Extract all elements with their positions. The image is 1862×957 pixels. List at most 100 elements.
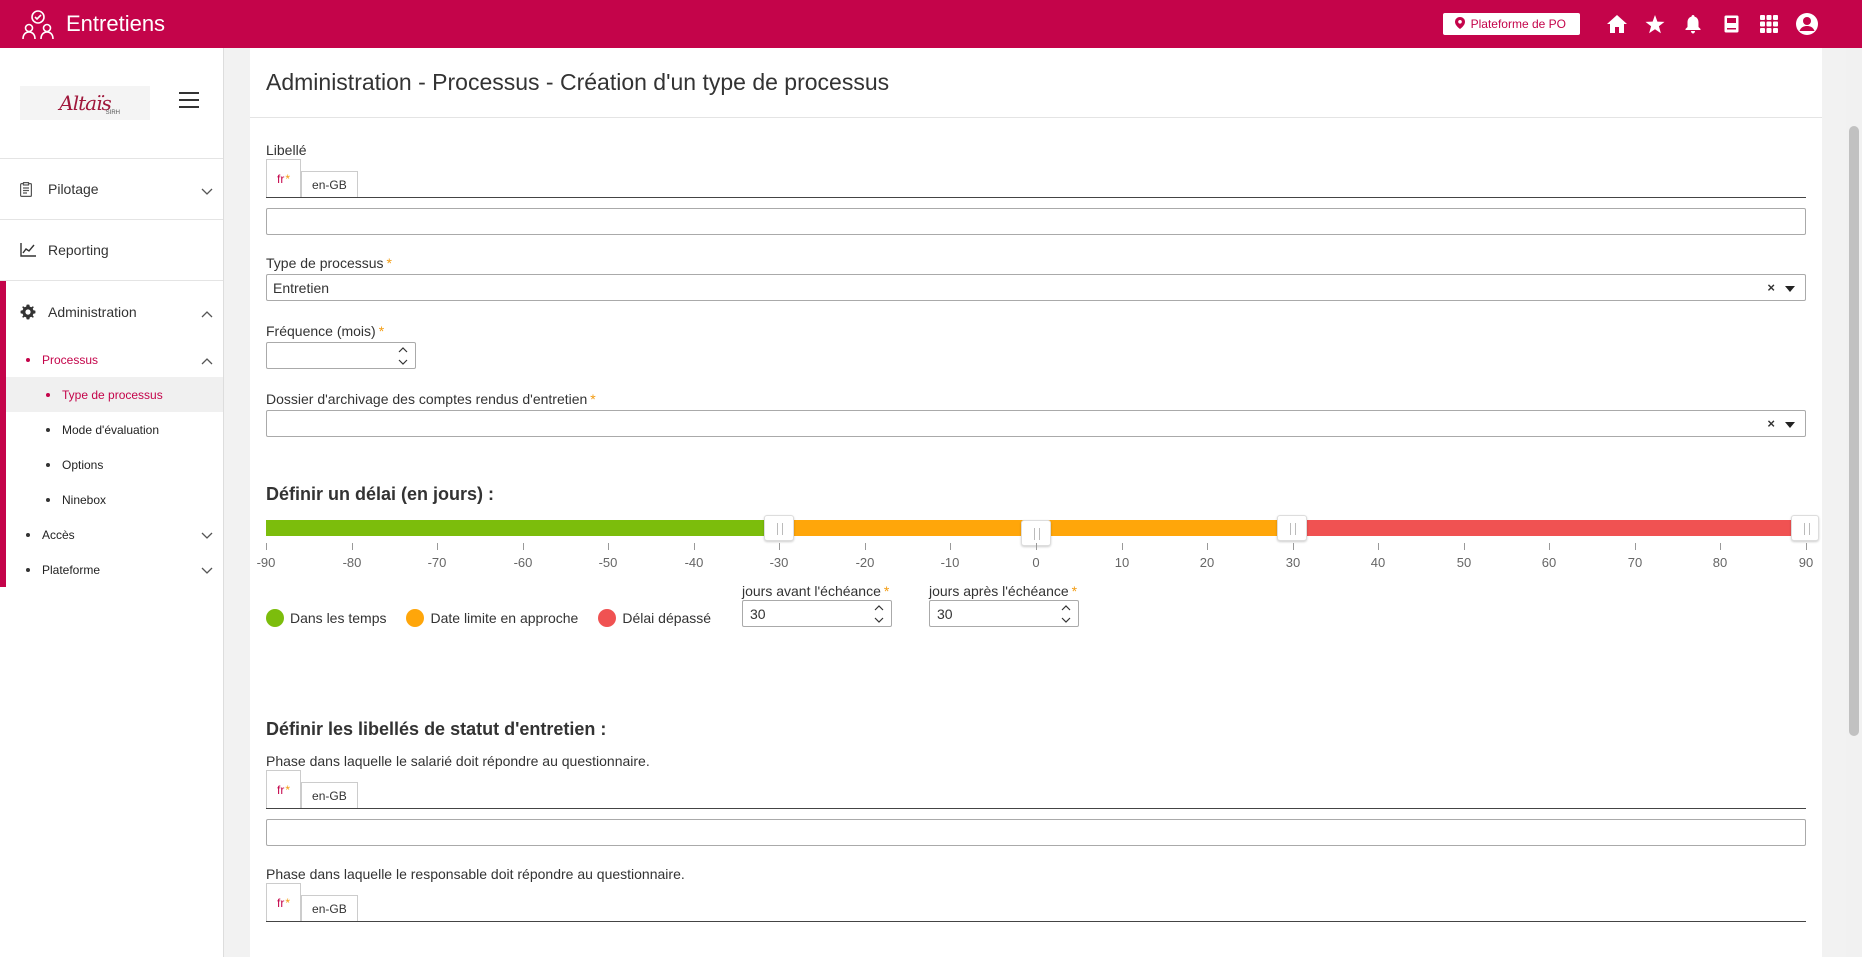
slider-handle-middle[interactable] [1021, 520, 1051, 546]
slider-tick-label: 20 [1199, 555, 1215, 570]
field-label-text: Type de processus [266, 255, 384, 271]
legend-item-on-time: Dans les temps [266, 609, 386, 627]
slider-tick-label: -70 [427, 555, 447, 570]
tab-lang-en[interactable]: en-GB [301, 895, 358, 921]
apps-grid-icon[interactable] [1750, 0, 1788, 48]
slider-tick [1806, 543, 1807, 550]
tab-label: fr [277, 782, 285, 797]
slider-tick-label: 50 [1456, 555, 1472, 570]
slider-tick-label: 60 [1541, 555, 1557, 570]
delai-range-slider[interactable] [266, 515, 1819, 546]
user-account-icon[interactable] [1788, 0, 1826, 48]
slider-handle-start[interactable] [764, 515, 794, 541]
location-pin-icon [1454, 16, 1465, 32]
clear-icon[interactable]: × [1767, 416, 1775, 431]
slider-tick [950, 543, 951, 550]
slider-tick [1122, 543, 1123, 550]
stepper-arrows-icon[interactable] [397, 345, 409, 367]
sidebar-item-type-processus[interactable]: Type de processus [6, 377, 223, 412]
caret-down-icon[interactable] [1785, 422, 1795, 428]
sidebar-item-ninebox[interactable]: Ninebox [6, 482, 223, 517]
slider-scale: -90 -80 -70 -60 -50 -40 -30 -20 -10 0 10 20 30 40 50 60… [257, 543, 1826, 573]
sidebar-item-processus[interactable]: Processus [6, 342, 223, 377]
orange-dot-icon [406, 609, 425, 627]
book-icon[interactable] [1712, 0, 1750, 48]
tab-lang-en[interactable]: en-GB [301, 782, 358, 808]
slider-handle-max[interactable] [1791, 515, 1819, 541]
slider-tick [1207, 543, 1208, 550]
tab-label: en-GB [312, 788, 347, 803]
page-scrollbar[interactable] [1846, 48, 1862, 957]
required-marker: * [883, 583, 890, 599]
sidebar-item-label: Plateforme [42, 562, 101, 577]
slider-tick [865, 543, 866, 550]
sidebar-item-administration[interactable]: Administration [6, 281, 223, 342]
sidebar-item-pilotage[interactable]: Pilotage [0, 159, 223, 220]
slider-tick [1720, 543, 1721, 550]
sidebar-item-acces[interactable]: Accès [6, 517, 223, 552]
slider-segment-overdue [1292, 520, 1806, 536]
bell-icon[interactable] [1674, 0, 1712, 48]
stepper-arrows-icon[interactable] [873, 603, 885, 625]
phase-salarie-label: Phase dans laquelle le salarié doit répo… [266, 753, 650, 769]
sidebar-item-options[interactable]: Options [6, 447, 223, 482]
sidebar: Altaïs SIRH Pilotage Reporting Administr… [0, 48, 224, 957]
slider-handle-end-warning[interactable] [1277, 515, 1307, 541]
dossier-select[interactable]: × [266, 410, 1806, 437]
legend-item-approaching: Date limite en approche [406, 609, 578, 627]
slider-tick [1293, 543, 1294, 550]
tab-lang-fr[interactable]: fr * [266, 883, 302, 921]
interview-app-icon [20, 8, 56, 40]
slider-tick [1378, 543, 1379, 550]
clear-icon[interactable]: × [1767, 280, 1775, 295]
slider-tick [1635, 543, 1636, 550]
legend-label: Date limite en approche [430, 610, 579, 626]
red-dot-icon [598, 609, 617, 627]
jours-avant-stepper[interactable]: 30 [742, 600, 892, 627]
field-label-text: jours avant l'échéance [742, 583, 881, 599]
slider-tick-label: -90 [256, 555, 276, 570]
phase-salarie-input[interactable] [266, 819, 1806, 846]
type-processus-select[interactable]: Entretien × [266, 274, 1806, 301]
phase-responsable-lang-tabs: fr * en-GB [266, 883, 1806, 922]
platform-selector[interactable]: Plateforme de PO [1442, 13, 1580, 35]
jours-apres-label: jours après l'échéance * [929, 583, 1079, 599]
statut-section-title: Définir les libellés de statut d'entreti… [266, 719, 607, 739]
phase-responsable-label: Phase dans laquelle le responsable doit … [266, 866, 685, 882]
frequence-stepper[interactable] [266, 342, 416, 369]
required-marker: * [590, 391, 596, 407]
tab-lang-en[interactable]: en-GB [301, 171, 358, 197]
logo-text: Altaïs [59, 91, 111, 115]
main-content: Administration - Processus - Création d'… [250, 48, 1822, 957]
tab-label: en-GB [312, 177, 347, 192]
slider-tick [608, 543, 609, 550]
home-icon[interactable] [1598, 0, 1636, 48]
delai-section-title: Définir un délai (en jours) : [266, 484, 495, 504]
page-header: Administration - Processus - Création d'… [250, 48, 1822, 118]
app-title: Entretiens [66, 11, 166, 36]
required-marker: * [285, 171, 291, 186]
caret-down-icon[interactable] [1785, 286, 1795, 292]
star-icon[interactable] [1636, 0, 1674, 48]
stepper-arrows-icon[interactable] [1060, 603, 1072, 625]
slider-tick-label: -60 [513, 555, 533, 570]
legend-item-overdue: Délai dépassé [598, 609, 711, 627]
jours-apres-stepper[interactable]: 30 [929, 600, 1079, 627]
bullet-icon [26, 357, 30, 362]
sidebar-item-plateforme[interactable]: Plateforme [6, 552, 223, 587]
tab-lang-fr[interactable]: fr * [266, 159, 302, 197]
tab-lang-fr[interactable]: fr * [266, 770, 302, 808]
bullet-icon [46, 392, 50, 397]
sidebar-item-mode-evaluation[interactable]: Mode d'évaluation [6, 412, 223, 447]
delai-legend: Dans les temps Date limite en approche D… [266, 609, 711, 627]
sidebar-item-reporting[interactable]: Reporting [0, 220, 223, 281]
required-marker: * [285, 782, 291, 797]
slider-tick [1036, 543, 1037, 550]
libelle-input[interactable] [266, 208, 1806, 235]
scrollbar-thumb[interactable] [1849, 126, 1859, 736]
menu-toggle-icon[interactable] [179, 92, 199, 108]
chevron-down-icon [201, 564, 213, 578]
page-title: Administration - Processus - Création d'… [266, 69, 890, 95]
sidebar-item-label: Mode d'évaluation [62, 422, 160, 437]
altais-logo: Altaïs SIRH [20, 86, 150, 120]
